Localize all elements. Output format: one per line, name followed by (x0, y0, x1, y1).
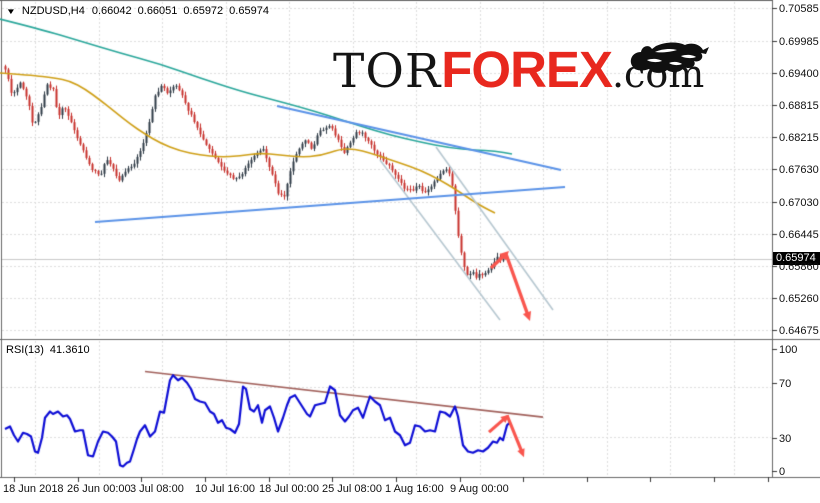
chevron-down-icon: ▼ (5, 6, 17, 16)
date-axis-label: 18 Jul 00:00 (259, 483, 319, 495)
price-axis-label: 0.69400 (779, 68, 819, 80)
torforex-logo[interactable]: TOR FOREX .com (333, 38, 709, 104)
price-axis-label: 0.66445 (779, 229, 819, 241)
rsi-name: RSI(13) (6, 344, 44, 356)
price-axis-label: 0.64675 (779, 325, 819, 337)
open-value: 0.66042 (91, 5, 132, 17)
logo-text-forex: FOREX (441, 41, 613, 98)
date-axis-label: 1 Aug 16:00 (385, 483, 444, 495)
rsi-axis-label: 100 (779, 344, 798, 356)
date-axis-label: 3 Jul 08:00 (130, 483, 184, 495)
date-axis-label: 10 Jul 16:00 (195, 483, 255, 495)
price-axis-label: 0.67630 (779, 164, 819, 176)
price-axis-label: 0.67030 (779, 197, 819, 209)
close-value: 0.65974 (229, 5, 269, 17)
date-axis-label: 9 Aug 00:00 (450, 483, 509, 495)
price-axis-label: 0.65260 (779, 293, 819, 305)
rsi-indicator-label: RSI(13) 41.3610 (6, 344, 90, 356)
price-tag: 0.65974 (773, 252, 820, 265)
rsi-axis-label: 0 (779, 466, 786, 478)
low-value: 0.65972 (183, 5, 224, 17)
symbol-ohlc-label: ▼ NZDUSD,H4 0.66042 0.66051 0.65972 0.65… (5, 5, 269, 17)
logo-text-tor: TOR (333, 44, 442, 99)
price-axis-label: 0.68215 (779, 132, 819, 144)
date-axis-label: 26 Jun 00:00 (67, 483, 131, 495)
price-axis-label: 0.70585 (779, 3, 819, 15)
date-axis-label: 18 Jun 2018 (3, 483, 64, 495)
rsi-axis-label: 30 (779, 433, 792, 445)
high-value: 0.66051 (137, 5, 178, 17)
bull-icon (630, 42, 709, 73)
symbol-label: NZDUSD,H4 (21, 5, 85, 17)
price-axis-label: 0.69985 (779, 36, 819, 48)
price-axis-label: 0.65860 (779, 261, 819, 273)
rsi-value: 41.3610 (49, 344, 90, 356)
price-axis-label: 0.68815 (779, 100, 819, 112)
rsi-axis-label: 70 (779, 378, 792, 390)
date-axis-label: 25 Jul 08:00 (322, 483, 382, 495)
